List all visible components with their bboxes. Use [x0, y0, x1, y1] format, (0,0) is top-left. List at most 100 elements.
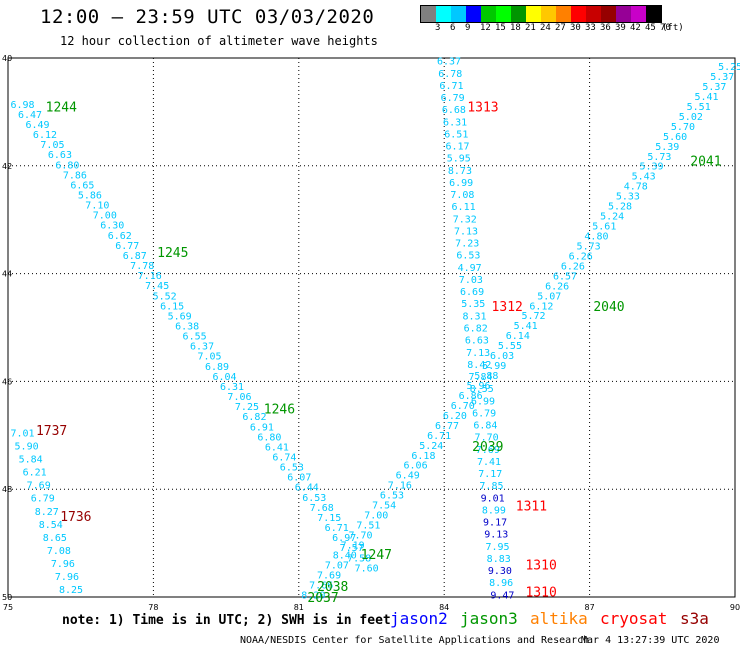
swh-value: 5.73: [577, 241, 601, 252]
satellite-s3a: s3a: [680, 609, 709, 628]
swh-value: 5.99: [482, 361, 506, 372]
swh-value: 5.84: [19, 455, 43, 466]
swh-value: 5.43: [632, 172, 656, 183]
swh-value: 8.99: [482, 505, 506, 516]
swh-value: 5.24: [419, 441, 443, 452]
swh-value: 5.24: [600, 212, 624, 223]
swh-value: 7.57: [340, 543, 364, 554]
swh-value: 5.52: [153, 291, 177, 302]
swh-value: 9.17: [483, 518, 507, 529]
swh-value: 6.07: [287, 473, 311, 484]
swh-value: 6.55: [183, 332, 207, 343]
swh-value: 6.53: [302, 493, 326, 504]
swh-value: 5.02: [679, 112, 703, 123]
swh-value: 5.96: [466, 381, 490, 392]
pass-time-label: 2038: [317, 580, 348, 595]
swh-value: 6.86: [459, 391, 483, 402]
swh-value: 6.99: [471, 396, 495, 407]
x-tick-label: 81: [294, 603, 304, 612]
satellite-jason3: jason3: [460, 609, 518, 628]
swh-value: 7.00: [93, 211, 117, 222]
legend-swatch: [586, 6, 601, 22]
legend-label: 15: [495, 23, 506, 33]
pass-time-label: 2039: [472, 440, 503, 455]
legend-swatch: [466, 6, 481, 22]
pass-time-label: 1736: [60, 510, 91, 525]
swh-value: 8.83: [487, 554, 511, 565]
swh-value: 5.25: [718, 62, 740, 73]
pass-time-label: 2041: [690, 154, 721, 169]
swh-value: 7.15: [317, 513, 341, 524]
swh-value: 9.13: [484, 530, 508, 541]
swh-value: 7.68: [310, 503, 334, 514]
swh-value: 6.12: [33, 130, 57, 141]
pass-time-label: 1737: [36, 424, 67, 439]
swh-value: 7.70: [475, 433, 499, 444]
legend-label: 3: [435, 23, 441, 33]
swh-value: 7.13: [466, 348, 490, 359]
swh-value: 7.54: [372, 501, 396, 512]
pass-time-label: 2040: [593, 300, 624, 315]
swh-value: 7.58: [347, 553, 371, 564]
swh-value: 7.45: [145, 281, 169, 292]
swh-value: 6.53: [456, 251, 480, 262]
swh-value: 6.63: [465, 336, 489, 347]
satellite-altika: altika: [530, 609, 588, 628]
swh-value: 6.69: [460, 287, 484, 298]
swh-value: 6.77: [115, 241, 139, 252]
swh-value: 5.33: [616, 192, 640, 203]
swh-value: 5.07: [537, 291, 561, 302]
swh-value: 7.08: [47, 546, 71, 557]
swh-value: 5.61: [592, 222, 616, 233]
swh-value: 7.16: [388, 481, 412, 492]
satellite-cryosat: cryosat: [600, 609, 668, 628]
legend-label: 42: [630, 23, 641, 33]
x-tick-label: 75: [3, 603, 13, 612]
swh-value: 6.38: [175, 322, 199, 333]
swh-value: 5.72: [521, 311, 545, 322]
swh-value: 9.01: [481, 493, 505, 504]
swh-value: 8.42: [467, 360, 491, 371]
pass-time-label: 1246: [264, 402, 295, 417]
swh-value: 4.97: [458, 263, 482, 274]
legend-label: 39: [615, 23, 626, 33]
swh-value: 7.05: [40, 140, 64, 151]
swh-value: 7.16: [138, 271, 162, 282]
legend-label: 30: [570, 23, 581, 33]
legend-label: 6: [450, 23, 456, 33]
swh-value: 5.69: [168, 311, 192, 322]
swh-value: 5.86: [78, 191, 102, 202]
legend-label: 36: [600, 23, 611, 33]
swh-value: 7.00: [364, 511, 388, 522]
x-tick-label: 84: [439, 603, 449, 612]
swh-value: 6.44: [295, 483, 319, 494]
swh-value: 6.03: [490, 351, 514, 362]
swh-value: 6.11: [452, 202, 476, 213]
swh-value: 8.73: [448, 166, 472, 177]
swh-value: 6.74: [272, 453, 296, 464]
swh-value: 6.31: [220, 382, 244, 393]
swh-value: 6.80: [257, 432, 281, 443]
swh-value: 7.70: [348, 531, 372, 542]
pass-time-label: 1244: [46, 101, 77, 116]
swh-value: 5.88: [474, 371, 498, 382]
swh-value: 7.32: [453, 214, 477, 225]
map-frame: [7, 57, 736, 598]
swh-value: 6.26: [545, 281, 569, 292]
swh-value: 7.08: [450, 190, 474, 201]
swh-value: 7.05: [198, 352, 222, 363]
swh-value: 6.87: [123, 251, 147, 262]
swh-value: 6.20: [443, 411, 467, 422]
swh-value: 6.53: [380, 491, 404, 502]
legend-swatch: [631, 6, 646, 22]
legend-label: (ft): [662, 23, 684, 33]
swh-value: 6.80: [55, 160, 79, 171]
swh-value: 7.69: [476, 445, 500, 456]
swh-value: 8.20: [301, 590, 325, 601]
swh-value: 7.25: [235, 402, 259, 413]
swh-value: 7.78: [130, 261, 154, 272]
swh-value: 7.10: [85, 201, 109, 212]
legend-label: 24: [540, 23, 551, 33]
swh-value: 7.17: [478, 469, 502, 480]
